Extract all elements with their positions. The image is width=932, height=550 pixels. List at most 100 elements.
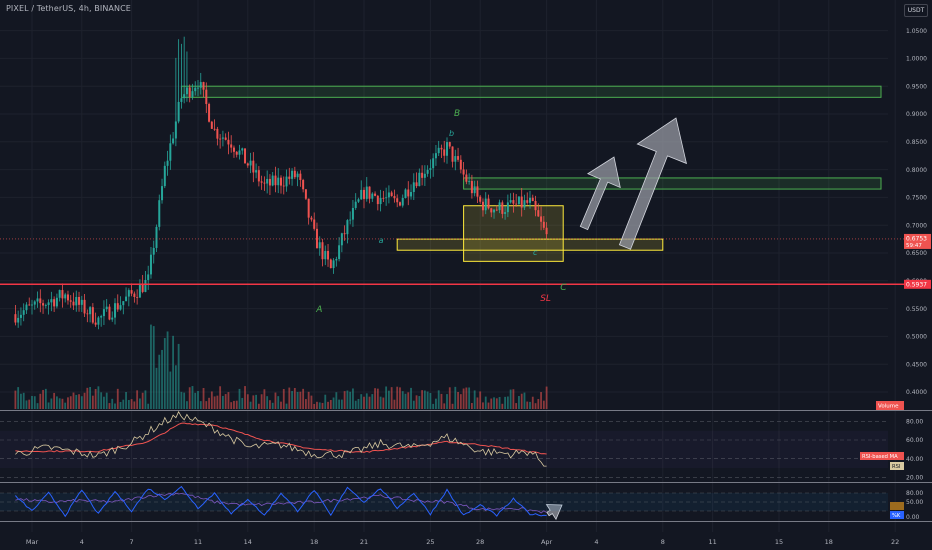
volume-bar: [61, 398, 64, 409]
volume-bar: [180, 391, 183, 409]
candle-body: [495, 209, 498, 211]
candle-body: [127, 290, 130, 297]
volume-bar: [540, 392, 542, 409]
candle-body: [446, 142, 448, 156]
volume-bar: [186, 401, 188, 409]
symbol-title[interactable]: PIXEL / TetherUS, 4h, BINANCE: [6, 4, 131, 13]
volume-bar: [446, 394, 448, 409]
candle-body: [39, 298, 42, 304]
volume-bar: [307, 391, 310, 409]
volume-bar: [25, 400, 28, 409]
candle-body: [69, 300, 72, 302]
candle-body: [404, 189, 407, 198]
volume-bar: [72, 392, 75, 409]
candle-body: [36, 298, 39, 302]
candle-body: [133, 293, 136, 298]
candle-body: [141, 284, 144, 292]
wave-label-B: B: [454, 109, 460, 119]
volume-bar: [468, 387, 471, 409]
candle-body: [293, 170, 296, 178]
candle-body: [379, 197, 382, 205]
time-axis-label: 4: [594, 538, 598, 546]
price-axis-label: 1.0500: [906, 28, 927, 35]
candle-body: [188, 87, 191, 97]
candle-body: [357, 199, 360, 202]
volume-bar: [139, 398, 141, 409]
volume-bar: [396, 386, 399, 409]
candle-body: [66, 294, 69, 301]
target-zone: [463, 177, 882, 190]
volume-bar: [191, 386, 194, 409]
volume-bar: [188, 387, 191, 409]
volume-bar: [371, 394, 374, 409]
candle-body: [354, 201, 357, 208]
stoch-k-tag: [890, 511, 904, 519]
volume-bar: [174, 365, 177, 409]
candle-body: [83, 299, 86, 314]
candle-body: [91, 307, 94, 323]
candle-body: [545, 227, 548, 235]
volume-bar: [435, 398, 437, 409]
volume-bar: [393, 399, 396, 409]
volume-bar: [545, 386, 548, 409]
volume-bar: [490, 398, 493, 409]
quote-currency-button[interactable]: USDT: [904, 4, 928, 17]
candle-body: [434, 153, 437, 159]
volume-bar: [385, 386, 388, 409]
volume-bar: [53, 392, 56, 409]
candle-body: [241, 148, 244, 151]
volume-bar: [86, 387, 89, 409]
stop-loss-price-tag: [904, 279, 931, 289]
volume-bar: [17, 387, 20, 409]
candle-body: [232, 147, 235, 152]
candle-body: [291, 170, 294, 179]
volume-bar: [421, 390, 423, 409]
volume-bar: [352, 388, 354, 409]
candle-body: [78, 296, 81, 305]
candle-body: [512, 200, 515, 204]
volume-bar: [97, 386, 100, 409]
volume-bar: [454, 386, 457, 409]
time-axis-label: 15: [775, 538, 783, 546]
candle-body: [481, 201, 484, 211]
price-axis-label: 0.5000: [906, 334, 927, 341]
volume-bar: [133, 401, 136, 409]
volume-bar: [75, 394, 78, 409]
candle-body: [426, 169, 429, 174]
candle-body: [457, 156, 460, 160]
candle-body: [302, 179, 305, 190]
volume-bar: [244, 386, 246, 409]
rsi-tag: [890, 462, 904, 470]
volume-bar: [479, 391, 482, 409]
volume-bar: [316, 401, 318, 409]
candle-body: [205, 89, 208, 104]
volume-bar: [515, 403, 518, 409]
candle-body: [208, 103, 211, 122]
candle-body: [61, 290, 64, 299]
candle-body: [407, 189, 410, 197]
candle-body: [462, 169, 465, 175]
volume-bar: [94, 389, 97, 409]
candle-body: [44, 305, 47, 306]
candle-body: [216, 128, 219, 139]
candle-body: [263, 182, 266, 184]
volume-bar: [473, 390, 476, 409]
volume-bar: [313, 403, 316, 409]
candle-body: [542, 221, 545, 228]
volume-bar: [67, 397, 69, 409]
volume-bar: [324, 394, 327, 409]
candle-body: [296, 173, 299, 178]
rsi-axis-label: 40.00: [906, 456, 923, 463]
candle-body: [398, 202, 401, 206]
volume-bar: [376, 388, 379, 409]
volume-bar: [509, 389, 512, 409]
candle-body: [19, 314, 22, 318]
stoch-axis-label: 0.00: [906, 514, 920, 521]
volume-bar: [163, 338, 166, 409]
volume-bars: [14, 324, 548, 409]
stoch-d-tag: [890, 502, 904, 510]
volume-bar: [78, 394, 80, 409]
candle-body: [255, 170, 258, 173]
volume-bar: [335, 392, 338, 409]
